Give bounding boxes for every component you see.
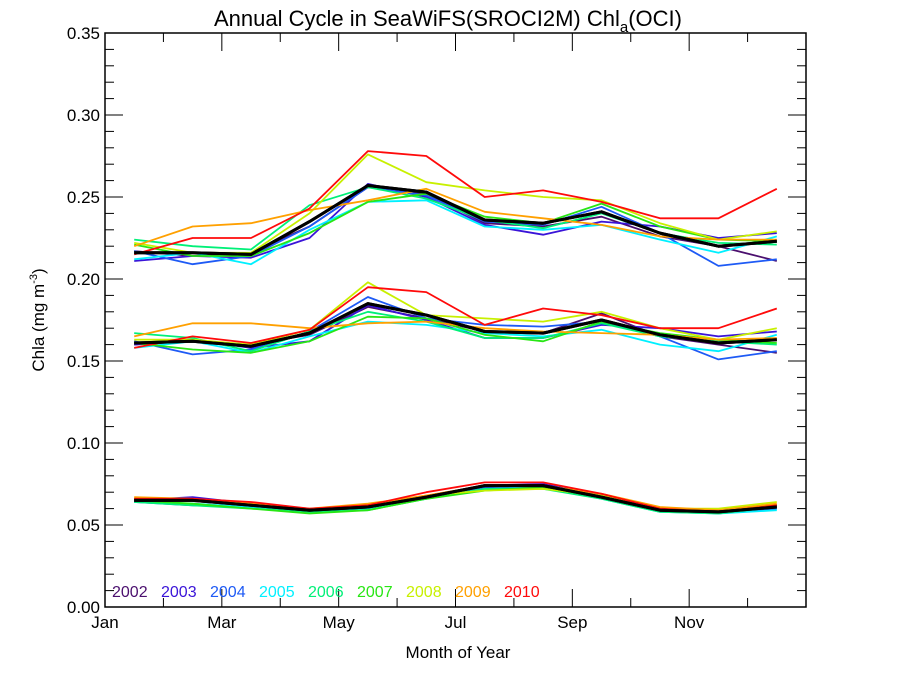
- y-tick-label: 0.05: [67, 516, 100, 535]
- y-tick-label: 0.00: [67, 598, 100, 617]
- series-line-middle-2010: [134, 286, 778, 349]
- x-tick-label: Jul: [445, 613, 467, 632]
- legend-item-2002: 2002: [112, 584, 148, 601]
- series-line-upper-2003: [134, 182, 777, 262]
- series-group-lower: [134, 481, 777, 515]
- series-line-middle-2008: [134, 281, 777, 346]
- y-tick-label: 0.15: [67, 352, 100, 371]
- plot-frame: [104, 32, 807, 608]
- y-tick-label: 0.35: [67, 24, 100, 43]
- legend-item-2004: 2004: [210, 584, 246, 601]
- axis-ticks: [104, 32, 807, 608]
- legend-item-2010: 2010: [504, 584, 540, 601]
- x-tick-label: Sep: [557, 613, 587, 632]
- y-tick-label: 0.10: [67, 434, 100, 453]
- series-group-middle: [134, 281, 778, 361]
- series-line-middle-2007: [134, 315, 777, 354]
- y-tick-label: 0.30: [67, 106, 100, 125]
- x-tick-label: Mar: [207, 613, 237, 632]
- x-tick-label: May: [323, 613, 356, 632]
- series-line-upper-2005: [134, 199, 778, 266]
- series-group-upper: [133, 150, 778, 267]
- series-layer: [133, 150, 778, 515]
- y-axis-label: Chla (mg m-3): [28, 268, 48, 371]
- x-tick-label: Jan: [91, 613, 118, 632]
- chart-title: Annual Cycle in SeaWiFS(SROCI2M) Chla(OC…: [214, 6, 682, 36]
- y-tick-label: 0.25: [67, 188, 100, 207]
- legend-item-2006: 2006: [308, 584, 344, 601]
- mean-line-upper: [134, 184, 777, 256]
- x-axis-label: Month of Year: [406, 643, 511, 662]
- mean-line-middle: [134, 302, 777, 348]
- legend-item-2005: 2005: [259, 584, 295, 601]
- y-tick-labels: 0.00 0.05 0.10 0.15 0.20 0.25 0.30 0.35: [67, 24, 100, 617]
- mean-line-lower: [134, 484, 777, 514]
- legend-item-2007: 2007: [357, 584, 393, 601]
- legend-item-2008: 2008: [406, 584, 442, 601]
- series-line-upper-2009: [133, 187, 777, 248]
- x-tick-label: Nov: [674, 613, 705, 632]
- legend-item-2003: 2003: [161, 584, 197, 601]
- series-line-upper-2010: [133, 150, 778, 256]
- legend-item-2009: 2009: [455, 584, 491, 601]
- x-tick-labels: Jan Mar May Jul Sep Nov: [91, 613, 704, 632]
- legend: 2002 2003 2004 2005 2006 2007 2008 2009 2010: [112, 584, 540, 601]
- y-tick-label: 0.20: [67, 270, 100, 289]
